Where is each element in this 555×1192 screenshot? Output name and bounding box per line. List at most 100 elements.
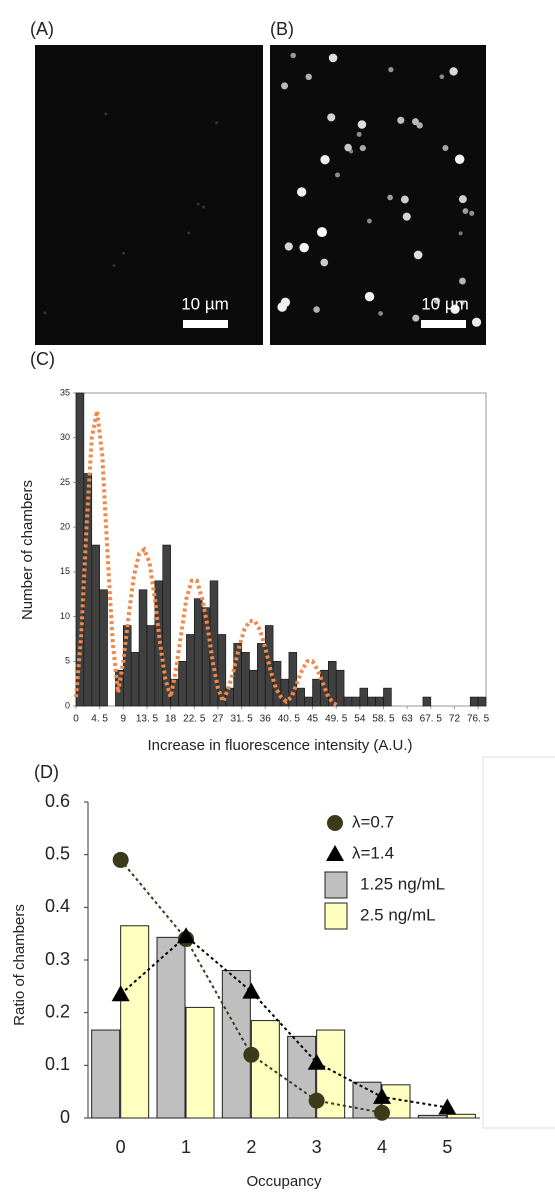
bar [383, 687, 392, 707]
y-tick-label: 0.5 [45, 843, 70, 863]
x-tick-label: 58. 5 [372, 714, 395, 725]
bar [367, 696, 376, 707]
spot [359, 145, 366, 152]
spot [366, 218, 372, 224]
spot [317, 227, 327, 238]
bar [335, 669, 345, 707]
legend-swatch [324, 902, 348, 930]
x-tick-label: 63 [402, 714, 414, 725]
spot [280, 297, 291, 307]
y-tick-label: 0.2 [45, 1001, 70, 1021]
trend-line [120, 934, 448, 1109]
marker [373, 1087, 391, 1104]
bar [193, 598, 203, 707]
spot [122, 251, 126, 255]
legend-label: λ=0.7 [352, 812, 394, 831]
bar [296, 687, 305, 707]
legend-label: λ=1.4 [352, 843, 394, 862]
x-tick-label: 76. 5 [467, 714, 490, 725]
legend-label: 1.25 ng/mL [360, 874, 445, 893]
y-tick-label: 25 [60, 477, 70, 487]
spot [313, 306, 320, 313]
spot [412, 118, 419, 126]
bar [99, 589, 108, 707]
spot [462, 208, 469, 214]
spot [335, 172, 340, 178]
spot [320, 258, 329, 267]
panel-label: (A) [30, 19, 54, 39]
legend-swatch [324, 871, 348, 899]
spot [459, 277, 466, 285]
bar [320, 669, 329, 707]
scale-bar [421, 320, 466, 328]
spot [413, 250, 423, 260]
bar [359, 687, 369, 707]
panel-label: (B) [270, 19, 294, 39]
spot [442, 145, 449, 152]
micrograph-a [35, 45, 263, 345]
bar [264, 625, 274, 707]
spot [439, 74, 445, 80]
spot [296, 187, 307, 197]
bar [156, 936, 186, 1119]
spot [290, 52, 296, 59]
spot [454, 154, 465, 164]
bar [250, 1020, 280, 1119]
marker [307, 1053, 326, 1070]
x-tick-label: 18 [165, 714, 177, 725]
spot [104, 112, 108, 116]
bar [120, 925, 150, 1119]
marker [111, 985, 130, 1002]
y-tick-label: 0.1 [45, 1054, 70, 1074]
spot [327, 113, 336, 122]
spot [305, 73, 312, 81]
spot [202, 205, 206, 209]
bar [351, 696, 361, 707]
x-tick-label: 49. 5 [325, 714, 348, 725]
marker [308, 1092, 325, 1109]
bar [186, 634, 195, 707]
spot [458, 195, 467, 204]
spot [378, 311, 383, 316]
bar [312, 678, 321, 707]
bar [241, 652, 250, 707]
x-tick-label: 36 [260, 714, 272, 725]
spot [459, 300, 465, 306]
marker [374, 1104, 390, 1121]
spot [471, 317, 482, 327]
spot [400, 195, 409, 204]
bar [91, 1029, 121, 1119]
marker [438, 1098, 457, 1115]
x-tick-label: 0 [73, 714, 79, 725]
x-tick-label: 45 [307, 714, 319, 725]
marker [242, 982, 261, 999]
x-tick-label: 22. 5 [183, 714, 206, 725]
bar [162, 544, 171, 707]
bar [288, 652, 298, 707]
scale-bar-label: 10 µm [181, 294, 229, 313]
spot [112, 264, 116, 268]
bar [446, 1113, 476, 1119]
spot [397, 116, 405, 124]
spot [299, 242, 309, 253]
bar [217, 634, 227, 707]
x-tick-label: 31. 5 [230, 714, 253, 725]
scale-bar [183, 320, 228, 328]
y-tick-label: 35 [60, 387, 70, 397]
spot [388, 67, 394, 73]
micrograph-b [270, 45, 486, 345]
bar [138, 589, 148, 707]
x-tick-label: 54 [354, 714, 366, 725]
spot [469, 210, 475, 216]
spot [387, 194, 393, 201]
bar [477, 696, 487, 707]
spot [357, 120, 367, 129]
panel-label: (D) [34, 762, 59, 782]
y-axis-title: Ratio of chambers [11, 904, 28, 1026]
legend-marker [327, 815, 343, 831]
y-tick-label: 5 [65, 656, 70, 666]
bar [146, 625, 156, 707]
legend-label: 2.5 ng/mL [360, 905, 436, 924]
bar [185, 1006, 215, 1119]
frame [482, 756, 555, 1129]
